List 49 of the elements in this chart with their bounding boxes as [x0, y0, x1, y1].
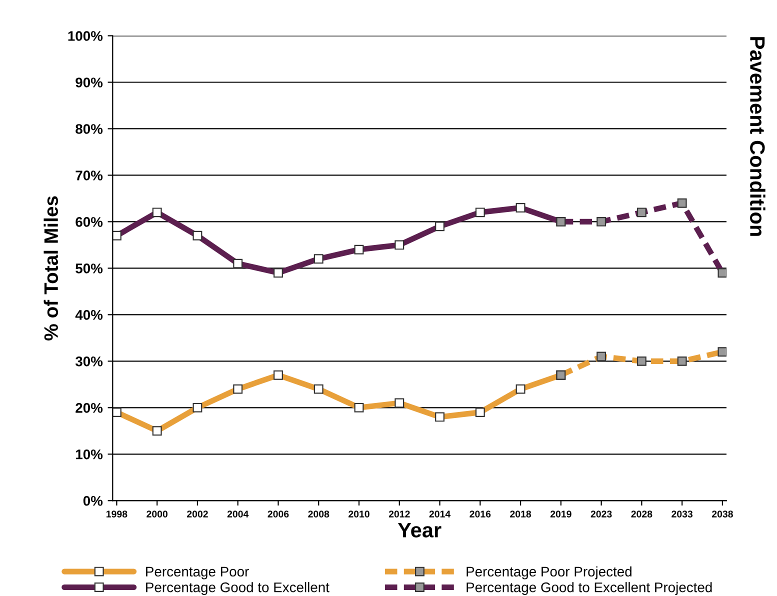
x-tick-label: 2010 [348, 510, 370, 518]
x-tick-label: 2004 [227, 510, 249, 518]
x-tick-label: 2028 [631, 510, 652, 518]
y-tick-label: 90% [76, 78, 103, 88]
point [718, 268, 726, 278]
point [435, 222, 444, 232]
text: Pavement Condition [750, 37, 766, 236]
y-tick-label: 10% [76, 449, 103, 460]
x-tick-label: 2038 [712, 510, 733, 518]
y-tick-label: 20% [76, 403, 103, 413]
x-tick-label: 2012 [388, 510, 410, 518]
point [475, 208, 485, 218]
legend-label: Percentage Good to Excellent [146, 582, 330, 596]
x-axis-title: Year [398, 522, 442, 538]
x-tick-label: 2023 [590, 510, 612, 518]
point [274, 268, 283, 278]
y-tick-label: 70% [76, 170, 103, 180]
point [152, 208, 162, 218]
point [516, 203, 526, 212]
x-tick-label: 2006 [268, 510, 289, 518]
x-tick-label: 2014 [429, 510, 451, 518]
y-tick-label: 30% [75, 356, 103, 366]
y-tick-label: 100% [68, 31, 103, 41]
x-tick-label: 2018 [510, 510, 532, 518]
y-axis-title: % of Total Miles [44, 196, 58, 340]
legend-label: Percentage Good to Excellent Projected [466, 582, 712, 596]
y-tick-label: 40% [75, 310, 103, 320]
y-tick-label: 80% [76, 124, 103, 134]
point [596, 216, 606, 226]
point [354, 244, 364, 254]
x-tick-label: 2002 [186, 510, 208, 518]
x-tick-label: 2008 [308, 510, 330, 518]
point [314, 254, 324, 264]
x-tick-label: 1998 [106, 510, 128, 518]
x-tick-label: 2033 [672, 510, 693, 518]
point [233, 258, 243, 268]
point [677, 198, 687, 208]
y-tick-label: 60% [76, 217, 103, 227]
point [192, 230, 202, 240]
x-tick-label: 2016 [470, 510, 491, 518]
y-tick-label: 0% [83, 496, 103, 506]
legend-label: Percentage Poor [146, 566, 249, 580]
y-tick-label: 50% [76, 264, 103, 274]
legend-label: Percentage Poor Projected [466, 566, 632, 580]
point [394, 240, 404, 250]
point [112, 230, 122, 240]
x-tick-label: 2000 [146, 510, 168, 518]
point [636, 208, 646, 218]
x-tick-label: 2019 [550, 510, 572, 518]
